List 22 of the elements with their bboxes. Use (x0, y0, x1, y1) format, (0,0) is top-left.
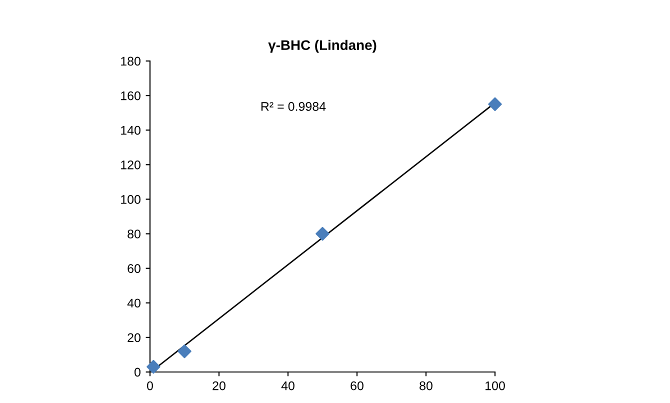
chart-title: γ-BHC (Lindane) (268, 40, 376, 53)
x-tick-label: 0 (147, 381, 153, 390)
point (178, 344, 192, 358)
x-tick-label: 80 (420, 381, 432, 390)
y-tick-label: 140 (121, 126, 140, 135)
x-tick-label: 20 (212, 381, 226, 390)
y-tick-label: 180 (121, 56, 140, 66)
x-tick-label: 100 (486, 381, 505, 390)
annotation: R² = 0.9984 (261, 102, 326, 111)
y-tick-label: 120 (121, 160, 140, 170)
point (316, 226, 330, 241)
y-tick-label: 0 (134, 368, 140, 377)
y-tick-label: 40 (127, 298, 140, 308)
x-tick-label: 40 (281, 381, 294, 390)
point (146, 360, 160, 374)
y-tick-label: 80 (128, 230, 140, 238)
y-tick-label: 20 (128, 333, 140, 342)
x-tick-label: 60 (350, 381, 364, 390)
point (488, 97, 502, 112)
y-tick-label: 160 (121, 91, 140, 100)
y-tick-label: 100 (121, 195, 140, 204)
y-tick-label: 60 (128, 264, 140, 273)
